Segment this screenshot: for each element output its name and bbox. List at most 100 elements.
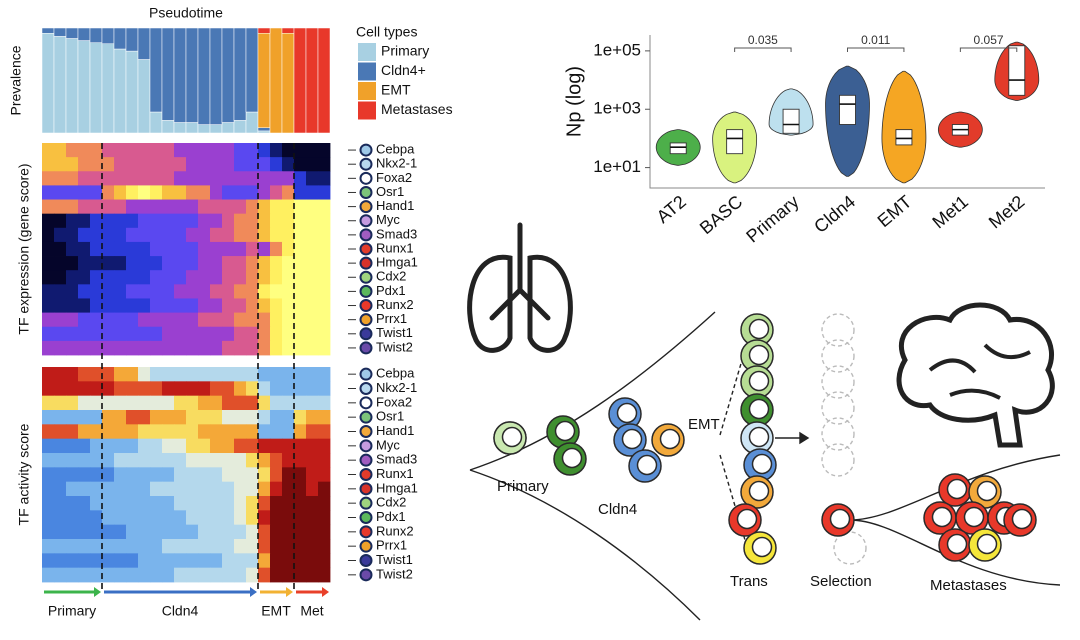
heatmap-cell [162, 524, 175, 540]
bar-segment [161, 27, 175, 121]
heatmap-cell [222, 410, 235, 425]
heatmap-cell [126, 199, 139, 215]
row-marker [359, 568, 373, 582]
heatmap-cell [138, 199, 151, 215]
heatmap-cell [126, 213, 139, 229]
heatmap-cell [246, 467, 259, 483]
heatmap-cell [198, 227, 211, 243]
heatmap-cell [102, 241, 115, 257]
heatmap-cell [42, 284, 55, 299]
p-value: 0.057 [974, 33, 1004, 47]
heatmap-cell [114, 438, 127, 454]
heatmap-cell [78, 326, 91, 342]
heatmap-cell [318, 453, 331, 468]
legend-label: Metastases [381, 101, 453, 117]
heatmap-cell [246, 395, 259, 411]
heatmap-cell [318, 567, 331, 583]
heatmap-cell [126, 143, 139, 158]
heatmap-cell [114, 424, 127, 440]
heatmap-cell [198, 510, 211, 526]
cell-nucleus [931, 506, 953, 528]
legend-swatch [358, 101, 376, 120]
heatmap-cell [138, 438, 151, 454]
row-marker [359, 284, 373, 298]
heatmap-cell [294, 241, 307, 257]
heatmap-cell [282, 199, 295, 215]
bar-segment [65, 38, 79, 134]
row-label: Cebpa [376, 366, 415, 381]
heatmap-cell [282, 410, 295, 425]
heatmap-cell [78, 298, 91, 313]
heatmap-cell [90, 340, 103, 356]
row-label: Runx1 [376, 466, 414, 481]
heatmap-cell [186, 539, 199, 554]
heatmap-cell [138, 395, 151, 411]
heatmap-cell [210, 367, 223, 382]
heatmap-cell [126, 553, 139, 569]
row-marker [359, 341, 373, 355]
heatmap-cell [318, 157, 331, 172]
heatmap-cell [138, 367, 151, 382]
heatmap-cell [102, 553, 115, 569]
heatmap-cell [54, 227, 67, 243]
diagram-label: Trans [730, 573, 768, 590]
heatmap-cell [54, 367, 67, 382]
heatmap-cell [174, 395, 187, 411]
heatmap-cell [78, 453, 91, 468]
heatmap-cell [90, 410, 103, 425]
heatmap-cell [162, 567, 175, 583]
heatmap-cell [258, 510, 271, 526]
heatmap-cell [318, 438, 331, 454]
diagram-cells [493, 313, 1037, 565]
heatmap-cell [54, 143, 67, 158]
heatmap-cell [282, 326, 295, 342]
heatmap-cell [90, 481, 103, 497]
heatmap-cell [174, 241, 187, 257]
heatmap-cell [66, 553, 79, 569]
heatmap-cell [210, 298, 223, 313]
heatmap-cell [246, 270, 259, 285]
x-tick-label: Met2 [985, 191, 1029, 232]
heatmap-cell [150, 213, 163, 229]
row-label: Smad3 [376, 226, 417, 241]
heatmap-cell [210, 496, 223, 511]
heatmap-cell [282, 143, 295, 158]
cell-nucleus [621, 428, 643, 450]
heatmap-cell [78, 424, 91, 440]
heatmap-cell [174, 213, 187, 229]
cell-nucleus [748, 426, 770, 448]
heatmap-cell [210, 395, 223, 411]
row-label: Twist1 [376, 552, 413, 567]
heatmap-cell [150, 284, 163, 299]
heatmap-cell [126, 312, 139, 328]
heatmap-cell [246, 367, 259, 382]
heatmap-cell [186, 395, 199, 411]
heatmap-cell [54, 510, 67, 526]
heatmap-cell [282, 367, 295, 382]
heatmap-cell [126, 410, 139, 425]
heatmap-cell [150, 157, 163, 172]
heatmap-cell [270, 395, 283, 411]
heatmap-cell [162, 171, 175, 186]
heatmap-cell [138, 227, 151, 243]
heatmap-cell [306, 284, 319, 299]
heatmap-cell [102, 340, 115, 356]
heatmap-cell [162, 199, 175, 215]
heatmap-cell [282, 185, 295, 200]
heatmap-cell [234, 227, 247, 243]
cell-nucleus [659, 428, 681, 450]
heatmap-cell [294, 367, 307, 382]
row-label: Hmga1 [376, 480, 418, 495]
row-label: Twist1 [376, 325, 413, 340]
heatmap-cell [42, 410, 55, 425]
heatmap-cell [78, 381, 91, 397]
heatmap-cell [90, 424, 103, 440]
heatmap-cell [258, 567, 271, 583]
heatmap-cell [162, 298, 175, 313]
heatmap-cell [126, 367, 139, 382]
heatmap-cell [150, 567, 163, 583]
heatmap-cell [186, 171, 199, 186]
heatmap-cell [222, 256, 235, 271]
heatmap-cell [150, 298, 163, 313]
heatmap-cell [54, 424, 67, 440]
